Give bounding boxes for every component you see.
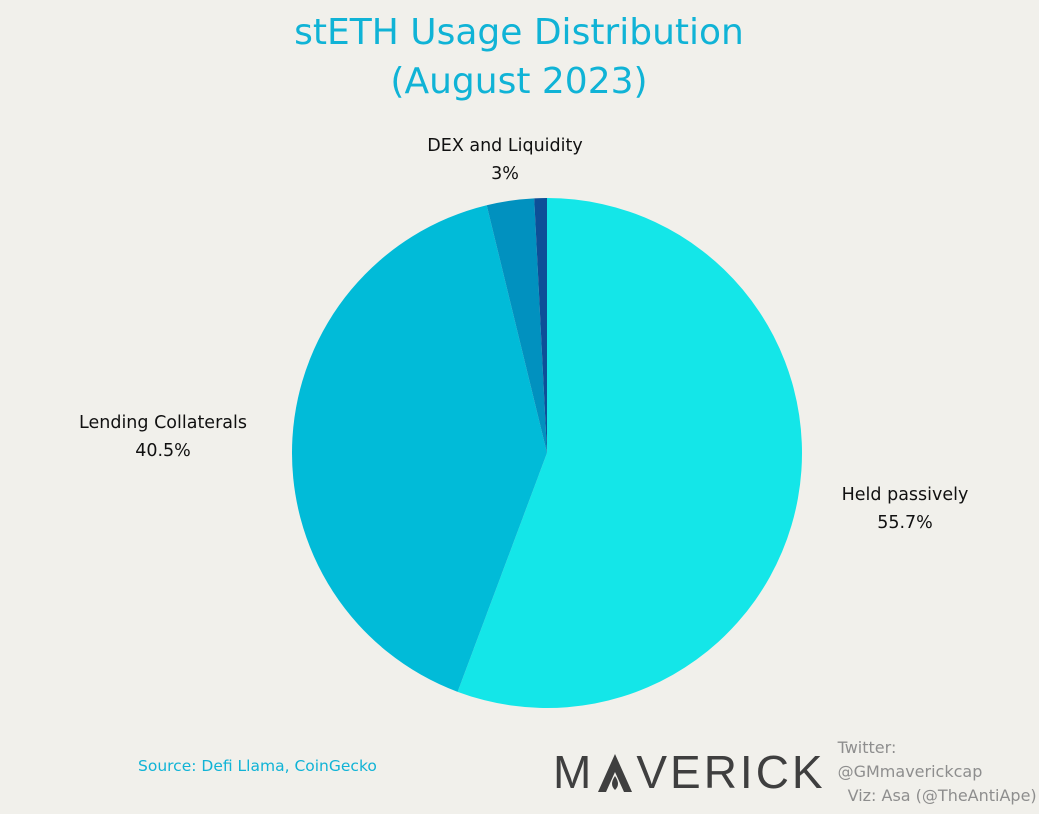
chart-subtitle: (August 2023)	[390, 61, 647, 102]
pie-slice-held-passively	[457, 198, 802, 708]
slice-value-label: 40.5%	[135, 441, 191, 461]
brand-block: M VERICK Twitter: @GMmaverickcap Viz: As…	[553, 736, 1039, 808]
slice-value-label: 3%	[491, 164, 519, 184]
pie-slice-lending-collaterals	[291, 205, 547, 692]
logo-letters-verick: VERICK	[636, 746, 826, 798]
pie-slice-dex-and-liquidity	[486, 198, 547, 453]
maverick-logo: M VERICK	[553, 749, 826, 795]
pie-labels: Held passively 55.7% Lending Collaterals 40…	[79, 136, 968, 533]
viz-credit: Viz: Asa (@TheAntiApe)	[847, 786, 1037, 805]
slice-label: Lending Collaterals	[79, 413, 247, 433]
slice-value-label: 55.7%	[877, 513, 933, 533]
logo-a-icon	[598, 754, 633, 792]
pie-slice-other	[534, 198, 547, 453]
pie-slices	[291, 198, 802, 708]
slice-label: Held passively	[842, 485, 969, 505]
twitter-credit: Twitter: @GMmaverickcap	[837, 738, 983, 781]
source-note: Source: Defi Llama, CoinGecko	[138, 757, 377, 775]
slice-label: DEX and Liquidity	[427, 136, 582, 156]
chart-title: stETH Usage Distribution	[294, 12, 744, 53]
credits: Twitter: @GMmaverickcap Viz: Asa (@TheAn…	[838, 736, 1039, 808]
logo-letter-m: M	[553, 746, 595, 798]
